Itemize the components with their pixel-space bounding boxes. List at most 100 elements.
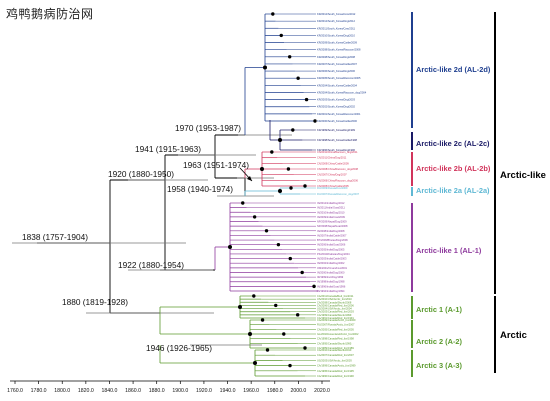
axis-tick-label: 1920.0 bbox=[196, 388, 212, 394]
tip-label: IN/2011/India/Goat/2011 bbox=[317, 206, 345, 210]
node-age-label: 1946 (1926-1965) bbox=[146, 343, 212, 353]
clade-al2d-subtree bbox=[244, 12, 317, 135]
node-dot bbox=[288, 363, 292, 368]
node-age-label: 1958 (1940-1974) bbox=[167, 184, 233, 194]
group-label: Arctic bbox=[500, 330, 527, 341]
node-dot bbox=[300, 270, 304, 275]
tip-label: KR/2012/South_Korea/Dog/2012 bbox=[317, 19, 355, 23]
tip-label: KR/2000/South_Korea/Cattle/2000 bbox=[317, 119, 358, 123]
node-age-label: 1880 (1819-1928) bbox=[62, 297, 128, 307]
tip-label: CN/2011/China/Raccoon_dog/2011 bbox=[317, 150, 358, 154]
axis-tick-label: 1960.0 bbox=[243, 388, 259, 394]
tip-label: RU/2009/Russia/Fox/2009 bbox=[317, 186, 348, 190]
tip-label: IR/1999/Iran/Dog/1999 bbox=[317, 275, 344, 279]
tip-label: GL/2002/Greenland/Arctic_fox/2002 bbox=[317, 332, 359, 336]
tip-label: CA/1999/Canada/Skunk/1999 bbox=[317, 313, 352, 317]
tip-label: CN/2007/China/Dog/2007 bbox=[317, 173, 347, 177]
node-dot bbox=[253, 361, 257, 365]
node-age-label: 1941 (1915-1963) bbox=[135, 144, 201, 154]
tip-label: CA/1998/Canada/Red_fox/1998 bbox=[317, 337, 354, 341]
node-age-label: 1838 (1757-1904) bbox=[22, 232, 88, 242]
node-dot bbox=[282, 332, 286, 336]
node-dot bbox=[312, 284, 316, 289]
clade-label: Arctic-like 2b (AL-2b) bbox=[416, 164, 491, 173]
tip-label: CN/2011/China/Dog/2011 bbox=[317, 156, 347, 160]
node-dot bbox=[264, 229, 269, 233]
clade-label: Arctic 1 (A-1) bbox=[416, 305, 463, 314]
clade-label: Arctic 3 (A-3) bbox=[416, 361, 463, 370]
tip-label: IN/2005/India/Dog/2005 bbox=[317, 247, 345, 251]
tip-label: KR/2006/South_Korea/Dog/2006 bbox=[317, 69, 355, 73]
tip-label: KR/2010/South_Korea/Dog/2010 bbox=[317, 33, 355, 37]
tip-label: CN/2009/China/Cattle/2009 bbox=[317, 161, 349, 165]
tip-labels: KR/2012/South_Korea/Cow/2012 KR/2012/Sout… bbox=[317, 12, 367, 378]
tip-label: PK/2004/Pakistan/Dog/2004 bbox=[317, 252, 350, 256]
arrow-head bbox=[247, 176, 252, 181]
group-label: Arctic-like bbox=[500, 170, 546, 181]
axis-tick-label: 1880.0 bbox=[149, 388, 165, 394]
clade-a3-subtree bbox=[159, 345, 316, 377]
axis-tick-label: 1860.0 bbox=[125, 388, 141, 394]
axis-tick-label: 1800.0 bbox=[54, 388, 70, 394]
node-dot bbox=[270, 150, 274, 154]
clade-label: Arctic-like 1 (AL-1) bbox=[416, 246, 482, 255]
tip-label: US/2010/USA/Arctic_fox/2010 bbox=[317, 297, 352, 301]
tip-label: KR/2002/South_Korea/Dog/2002 bbox=[317, 105, 355, 109]
tip-label: RU/2007/Russia/Raccoon_dog/2007 bbox=[317, 192, 360, 196]
tip-label: KR/2003/South_Korea/Dog/2003 bbox=[317, 98, 355, 102]
node-dot bbox=[278, 189, 282, 193]
tip-label: CN/2008/China/Raccoon_dog/2008 bbox=[317, 167, 359, 171]
node-dot bbox=[228, 245, 232, 249]
tip-label: CA/2006/Canada/Red_fox/2006 bbox=[317, 303, 354, 307]
axis-tick-label: 2000.0 bbox=[290, 388, 306, 394]
axis-tick-label: 1820.0 bbox=[78, 388, 94, 394]
node-dot bbox=[260, 318, 265, 322]
clade-subtrees bbox=[159, 12, 318, 377]
node-dot bbox=[295, 313, 300, 317]
tip-label: IN/2012/India/Dog/2012 bbox=[317, 201, 345, 205]
tip-label: KR/1996/South_Korea/Dog/1996 bbox=[317, 148, 355, 152]
clade-al2c-subtree bbox=[269, 120, 316, 151]
tip-label: CA/2011/Canada/Red_fox/2011 bbox=[317, 294, 354, 298]
node-dot bbox=[276, 242, 281, 247]
tip-label: OM/2001/Oman/Fox/2001 bbox=[317, 266, 348, 270]
tip-label: CA/1991/Canada/Red_fox/1991 bbox=[317, 316, 354, 320]
axis-tick-label: 2020.0 bbox=[314, 388, 330, 394]
axis-tick-label: 1780.0 bbox=[31, 388, 47, 394]
tip-label: CA/2010/Canada/Skunk/2010 bbox=[317, 348, 352, 352]
node-dot bbox=[291, 128, 295, 132]
clade-label: Arctic-like 2d (AL-2d) bbox=[416, 65, 491, 74]
tip-label: KR/2009/South_Korea/Cattle/2009 bbox=[317, 41, 358, 45]
clade-al1-subtree bbox=[214, 201, 318, 292]
tip-label: IN/2007/India/Cattle/2007 bbox=[317, 233, 347, 237]
tip-label: CA/2008/Canada/Skunk/2008 bbox=[317, 300, 352, 304]
clade-label: Arctic 2 (A-2) bbox=[416, 337, 463, 346]
tip-label: KR/2005/South_Korea/Raccoon/2005 bbox=[317, 76, 361, 80]
clade-al2b-subtree bbox=[244, 150, 316, 188]
node-dot bbox=[252, 215, 257, 219]
node-dot bbox=[271, 12, 275, 16]
tip-label: CN/2006/China/Raccoon_dog/2006 bbox=[317, 178, 359, 182]
node-dot bbox=[279, 33, 283, 38]
tip-label: KR/2001/South_Korea/Raccoon/2001 bbox=[317, 112, 361, 116]
tip-label: KR/1998/South_Korea/Cattle/1998 bbox=[317, 138, 358, 142]
axis-tick-label: 1980.0 bbox=[267, 388, 283, 394]
node-dot bbox=[278, 138, 282, 142]
tip-label: CA/1995/Canada/Skunk/1995 bbox=[317, 341, 352, 345]
node-age-label: 1963 (1951-1974) bbox=[183, 160, 249, 170]
tip-label: CA/2005/Canada/Red_fox/2005 bbox=[317, 327, 354, 331]
node-dot bbox=[263, 65, 267, 70]
node-dot bbox=[241, 201, 245, 205]
node-dot bbox=[238, 305, 242, 309]
tip-label: KR/2007/South_Korea/Cattle/2007 bbox=[317, 62, 358, 66]
tip-label: CA/2003/Canada/Red_fox/2003 bbox=[317, 310, 354, 314]
tip-label: CA/1989/Canada/Red_fox/1989 bbox=[317, 346, 354, 350]
tip-label: RU/2007/Russia/Arctic_fox/2007 bbox=[317, 323, 355, 327]
tip-label: IN/2010/India/Dog/2010 bbox=[317, 210, 345, 214]
node-dot bbox=[304, 97, 309, 102]
tip-label: CN/2005/China/Cattle/2005 bbox=[317, 184, 349, 188]
watermark: 鸡鸭鹅病防治网 bbox=[6, 7, 94, 21]
node-dot bbox=[303, 346, 307, 350]
